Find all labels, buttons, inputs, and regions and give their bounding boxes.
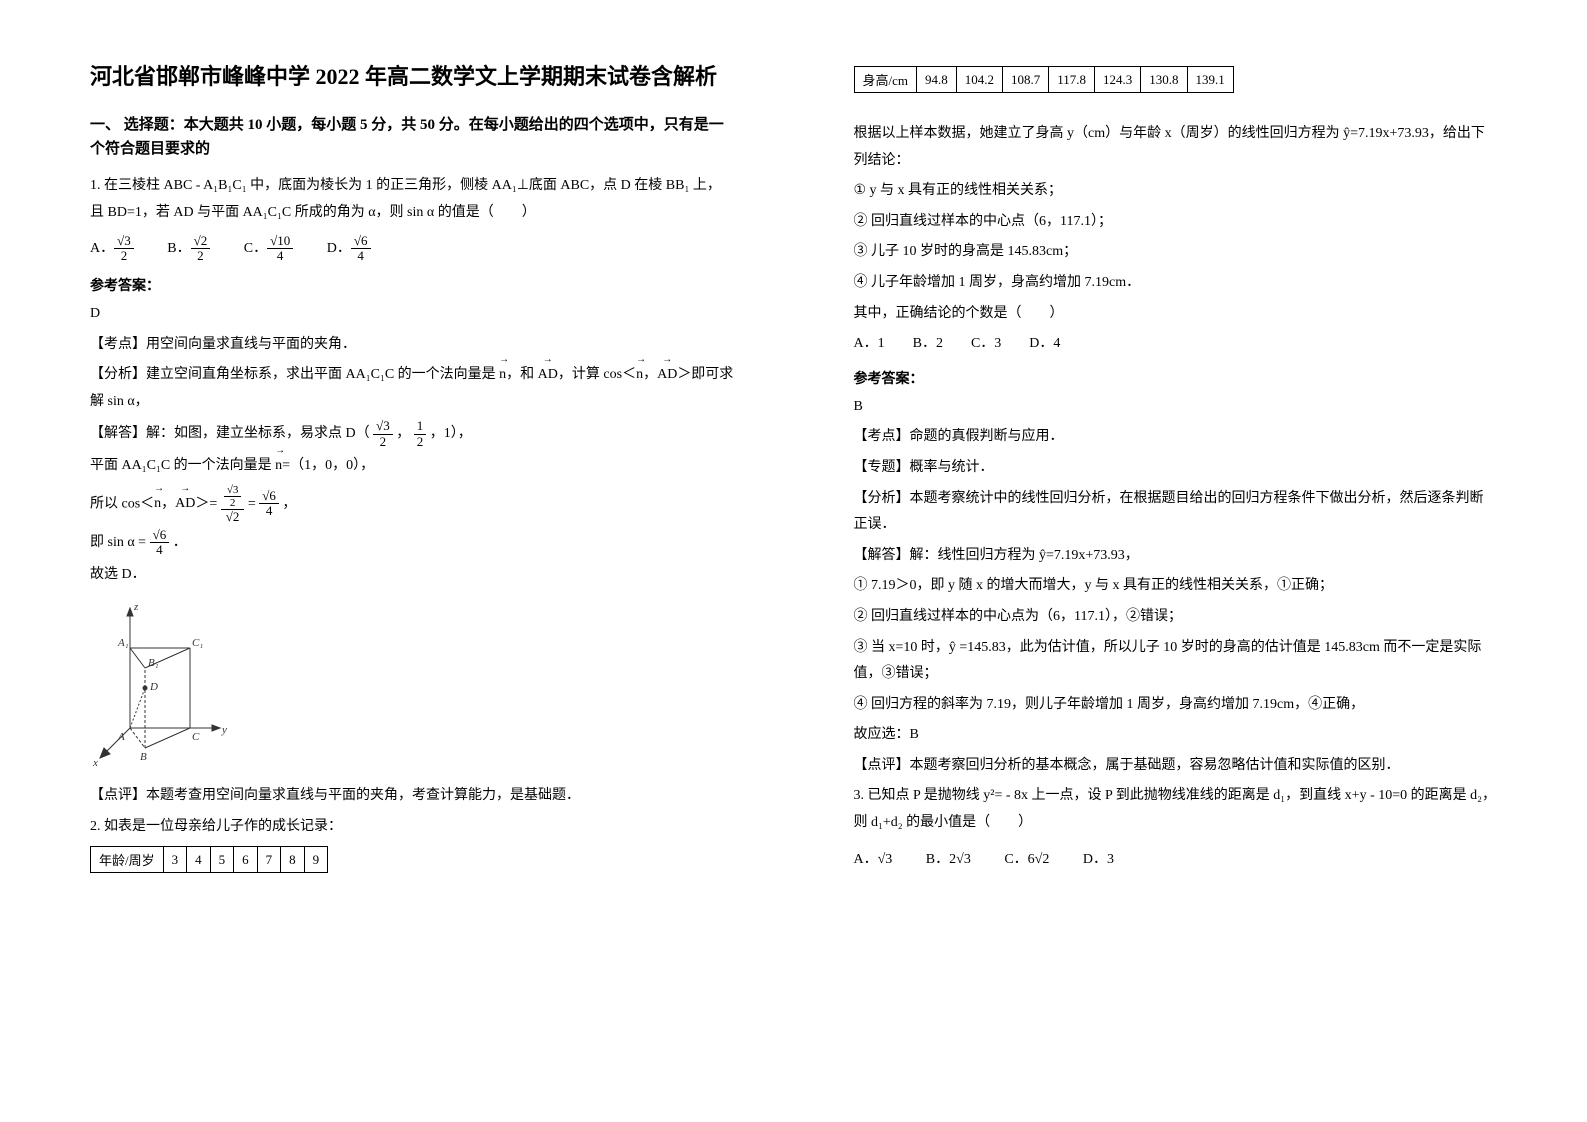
q1-stem: 1. 在三棱柱 ABC - A₁B₁C₁ 中，底面为棱长为 1 的正三角形，侧棱…	[90, 173, 734, 226]
svg-text:z: z	[133, 601, 139, 613]
svg-text:A: A	[117, 731, 125, 743]
svg-text:x: x	[92, 757, 98, 768]
q2-opts: A．1 B．2 C．3 D．4	[854, 331, 1498, 358]
q2-qtext: 其中，正确结论的个数是（ ）	[854, 301, 1498, 328]
svg-text:D: D	[149, 681, 158, 693]
q2-kaodian: 【考点】命题的真假判断与应用．	[854, 424, 1498, 451]
q1-guxuan: 故选 D．	[90, 562, 734, 589]
q2-jie1: 【解答】解：线性回归方程为 ŷ=7.19x+73.93，	[854, 543, 1498, 570]
q1-answer: D	[90, 301, 734, 328]
q1-options: A．√32 B．√22 C．√104 D．√64	[90, 234, 734, 265]
q2-zhuanti: 【专题】概率与统计．	[854, 455, 1498, 482]
svg-text:B₁: B₁	[148, 657, 159, 669]
q2-jie2: ① 7.19＞0，即 y 随 x 的增大而增大，y 与 x 具有正的线性相关关系…	[854, 573, 1498, 600]
svg-text:y: y	[221, 724, 227, 736]
svg-text:B: B	[140, 751, 147, 763]
svg-text:A₁: A₁	[117, 637, 129, 649]
q2-s3: ③ 儿子 10 岁时的身高是 145.83cm；	[854, 239, 1498, 266]
q2-stem: 2. 如表是一位母亲给儿子作的成长记录：	[90, 814, 734, 841]
q1-jie4: 即 sin α = √64 ．	[90, 528, 734, 558]
right-column: 身高/cm 94.8 104.2 108.7 117.8 124.3 130.8…	[794, 0, 1587, 1122]
q2-text1: 根据以上样本数据，她建立了身高 y（cm）与年龄 x（周岁）的线性回归方程为 ŷ…	[854, 121, 1498, 174]
q2-jie5: ④ 回归方程的斜率为 7.19，则儿子年龄增加 1 周岁，身高约增加 7.19c…	[854, 692, 1498, 719]
section-1-heading: 一、 选择题：本大题共 10 小题，每小题 5 分，共 50 分。在每小题给出的…	[90, 113, 734, 161]
left-column: 河北省邯郸市峰峰中学 2022 年高二数学文上学期期末试卷含解析 一、 选择题：…	[0, 0, 794, 1122]
q2-dianping: 【点评】本题考察回归分析的基本概念，属于基础题，容易忽略估计值和实际值的区别．	[854, 753, 1498, 780]
q2-table1: 年龄/周岁 3 4 5 6 7 8 9	[90, 846, 328, 873]
q1-fenxi: 【分析】建立空间直角坐标系，求出平面 AA₁C₁C 的一个法向量是 n，和 AD…	[90, 362, 734, 415]
q2-answer-label: 参考答案：	[854, 368, 1498, 388]
svg-text:C: C	[192, 731, 200, 743]
q1-dianping: 【点评】本题考查用空间向量求直线与平面的夹角，考查计算能力，是基础题．	[90, 783, 734, 810]
svg-text:C₁: C₁	[192, 637, 203, 649]
q2-s1: ① y 与 x 具有正的线性相关关系；	[854, 178, 1498, 205]
q2-table2: 身高/cm 94.8 104.2 108.7 117.8 124.3 130.8…	[854, 66, 1234, 93]
q2-jie3: ② 回归直线过样本的中心点为（6，117.1），②错误；	[854, 604, 1498, 631]
q1-jie3: 所以 cos＜n，AD＞= √32 √2 = √64 ，	[90, 484, 734, 524]
q1-diagram: z A C B A₁ C₁ B₁ D y x	[90, 598, 734, 773]
q2-fenxi: 【分析】本题考察统计中的线性回归分析，在根据题目给出的回归方程条件下做出分析，然…	[854, 486, 1498, 539]
q2-gux: 故应选：B	[854, 722, 1498, 749]
q1-jie2: 平面 AA₁C₁C 的一个法向量是 n=（1，0，0），	[90, 453, 734, 480]
q1-answer-label: 参考答案：	[90, 275, 734, 295]
q1-jie1: 【解答】解：如图，建立坐标系，易求点 D（ √32 ， 12 ，1），	[90, 419, 734, 449]
q2-answer: B	[854, 394, 1498, 421]
q3-options: A．√3 B．2√3 C．6√2 D．3	[854, 845, 1498, 876]
q2-s2: ② 回归直线过样本的中心点（6，117.1）；	[854, 209, 1498, 236]
exam-title: 河北省邯郸市峰峰中学 2022 年高二数学文上学期期末试卷含解析	[90, 60, 734, 93]
q3-stem: 3. 已知点 P 是抛物线 y²= - 8x 上一点，设 P 到此抛物线准线的距…	[854, 783, 1498, 836]
q2-jie4: ③ 当 x=10 时，ŷ =145.83，此为估计值，所以儿子 10 岁时的身高…	[854, 635, 1498, 688]
q2-s4: ④ 儿子年龄增加 1 周岁，身高约增加 7.19cm．	[854, 270, 1498, 297]
